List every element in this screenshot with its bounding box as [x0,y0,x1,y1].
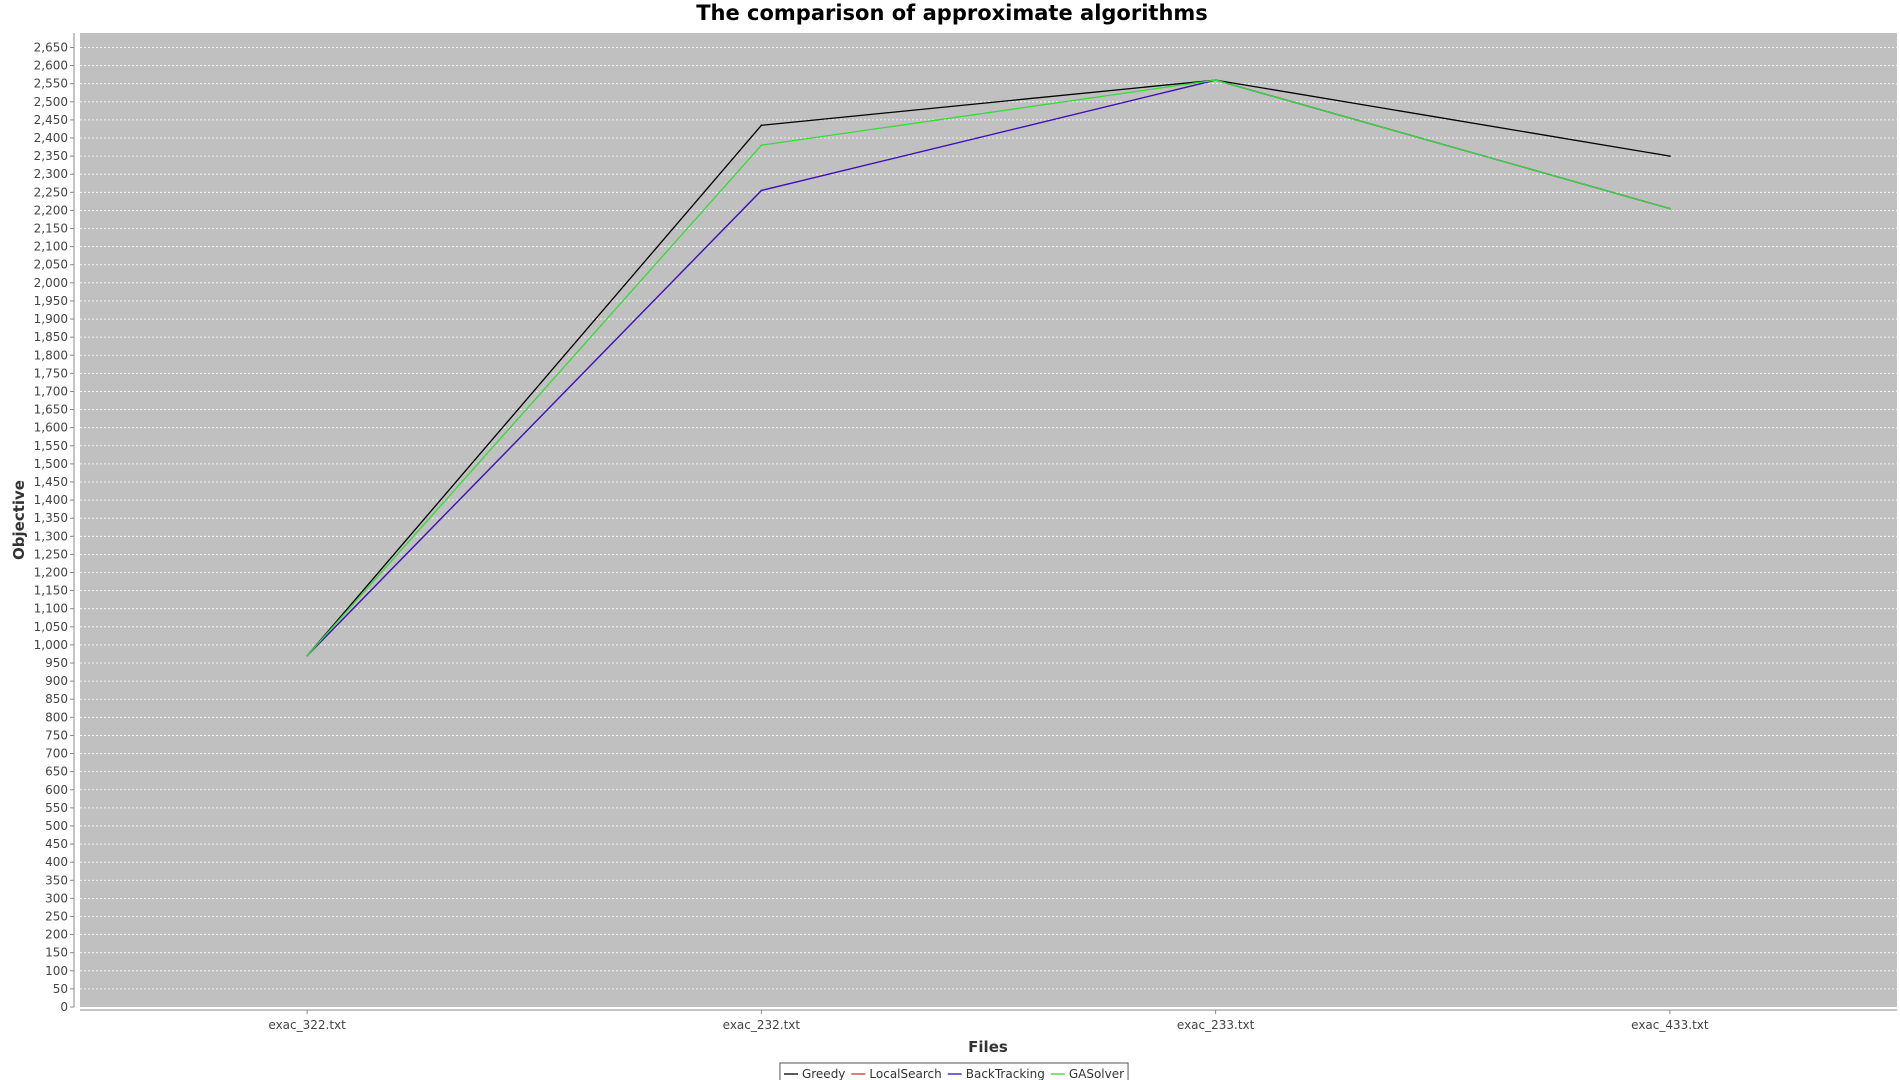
y-tick-label: 2,550 [34,77,68,91]
y-tick-label: 100 [45,964,68,978]
legend-label-backtracking: BackTracking [966,1067,1045,1080]
y-tick-label: 300 [45,891,68,905]
y-tick-label: 1,450 [34,475,68,489]
legend: Greedy LocalSearch BackTracking GASolver [779,1062,1129,1080]
y-tick-label: 50 [53,982,68,996]
chart-title: The comparison of approximate algorithms [696,1,1208,25]
y-tick-label: 650 [45,765,68,779]
y-tick-label: 2,300 [34,167,68,181]
y-tick-label: 350 [45,873,68,887]
y-tick-label: 1,800 [34,348,68,362]
y-tick-label: 400 [45,855,68,869]
y-tick-label: 2,400 [34,131,68,145]
legend-label-gasolver: GASolver [1069,1067,1124,1080]
y-tick-label: 1,900 [34,312,68,326]
series-line-gasolver [306,79,1671,657]
y-tick-label: 1,950 [34,294,68,308]
y-tick-label: 950 [45,656,68,670]
y-tick-label: 2,350 [34,149,68,163]
y-tick-label: 550 [45,801,68,815]
x-tick-label: exac_322.txt [268,1018,346,1032]
y-tick-label: 1,350 [34,511,68,525]
y-tick-label: 500 [45,819,68,833]
y-tick-label: 1,150 [34,584,68,598]
y-tick-label: 200 [45,928,68,942]
data-point-backtracking [760,189,763,192]
x-tick-label: exac_232.txt [723,1018,801,1032]
y-tick-label: 2,600 [34,59,68,73]
y-tick-label: 700 [45,747,68,761]
y-tick-label: 1,850 [34,330,68,344]
x-axis-label: Files [968,1038,1008,1056]
y-tick-label: 1,000 [34,638,68,652]
y-tick-label: 600 [45,783,68,797]
y-tick-label: 900 [45,674,68,688]
data-point-greedy [1669,155,1671,157]
y-tick-label: 2,200 [34,203,68,217]
y-tick-label: 2,450 [34,113,68,127]
y-tick-label: 2,500 [34,95,68,109]
y-tick-label: 2,100 [34,240,68,254]
x-tick-label: exac_233.txt [1177,1018,1255,1032]
y-tick-label: 1,100 [34,602,68,616]
y-tick-label: 1,400 [34,493,68,507]
y-axis-ticks: 0 50 100 150 200 250 300 350 400 450 500 550 600 650 7… [34,40,74,1014]
legend-label-localsearch: LocalSearch [869,1067,941,1080]
y-tick-label: 1,050 [34,620,68,634]
y-tick-label: 450 [45,837,68,851]
y-tick-label: 800 [45,710,68,724]
gridlines [80,47,1897,990]
y-tick-label: 2,050 [34,258,68,272]
y-tick-label: 850 [45,692,68,706]
plot-area [80,33,1897,1007]
y-tick-label: 1,200 [34,566,68,580]
data-point-greedy [760,124,763,127]
data-point-gasolver [1214,79,1217,81]
y-tick-label: 1,250 [34,547,68,561]
y-tick-label: 250 [45,909,68,923]
data-point-gasolver [1669,207,1671,210]
y-tick-label: 2,000 [34,276,68,290]
y-tick-label: 150 [45,946,68,960]
legend-label-greedy: Greedy [802,1067,845,1080]
y-tick-label: 1,550 [34,439,68,453]
y-tick-label: 2,650 [34,40,68,54]
y-tick-label: 0 [60,1000,68,1014]
x-axis-ticks: exac_322.txt exac_232.txt exac_233.txt exac… [268,1010,1709,1032]
y-tick-label: 750 [45,728,68,742]
data-point-gasolver [760,144,763,147]
y-tick-label: 1,700 [34,384,68,398]
y-tick-label: 1,600 [34,421,68,435]
y-axis-label: Objective [10,480,28,560]
y-tick-label: 2,150 [34,222,68,236]
series-line-greedy [306,79,1671,657]
series-lines [306,79,1671,657]
y-tick-label: 1,300 [34,529,68,543]
x-tick-label: exac_433.txt [1631,1018,1709,1032]
y-tick-label: 2,250 [34,185,68,199]
legend-box [779,1062,1129,1080]
y-tick-label: 1,750 [34,366,68,380]
y-tick-label: 1,650 [34,403,68,417]
data-point-gasolver [306,654,308,657]
y-tick-label: 1,500 [34,457,68,471]
